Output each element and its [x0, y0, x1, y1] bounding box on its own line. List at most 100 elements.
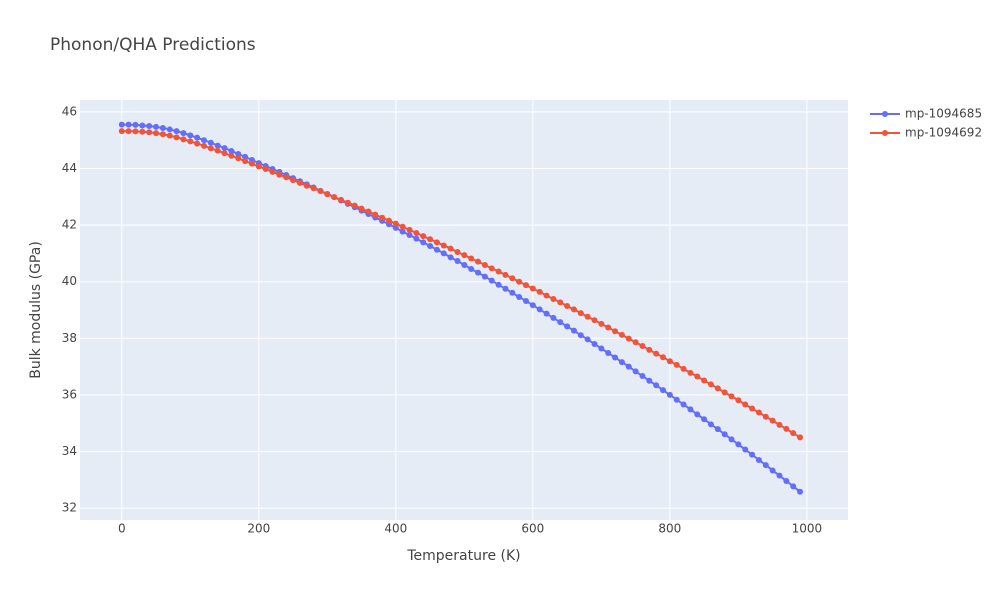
data-point [550, 295, 557, 302]
data-point [488, 277, 495, 284]
data-point [557, 319, 564, 326]
data-point [392, 220, 399, 227]
data-point [235, 155, 242, 162]
data-point [721, 431, 728, 438]
data-point [769, 467, 776, 474]
data-point [776, 472, 783, 479]
data-point [735, 397, 742, 404]
data-point [399, 228, 406, 235]
data-point [235, 151, 242, 158]
data-point [187, 138, 194, 145]
data-point [605, 324, 612, 331]
data-point [194, 134, 201, 141]
y-tick-label: 40 [62, 274, 77, 288]
data-point [385, 217, 392, 224]
series-line [121, 123, 801, 493]
data-point [591, 340, 598, 347]
data-point [242, 158, 249, 165]
data-point [790, 483, 797, 490]
y-tick-label: 34 [62, 444, 77, 458]
data-point [221, 145, 228, 152]
x-tick-label: 600 [521, 522, 544, 536]
data-point [461, 252, 468, 259]
data-point [625, 335, 632, 342]
data-point [118, 128, 125, 135]
data-point [612, 328, 619, 335]
data-point [735, 441, 742, 448]
x-tick-label: 0 [118, 522, 126, 536]
series-layer [118, 121, 804, 495]
data-point [214, 147, 221, 154]
data-point [769, 417, 776, 424]
data-point [468, 255, 475, 262]
data-point [797, 434, 804, 441]
data-point [194, 140, 201, 147]
data-point [502, 271, 509, 278]
data-point [714, 426, 721, 433]
data-point [379, 214, 386, 221]
data-point [290, 177, 297, 184]
data-point [653, 350, 660, 357]
data-point [166, 132, 173, 139]
legend-marker [882, 111, 888, 117]
data-point [214, 142, 221, 149]
data-point [296, 179, 303, 186]
chart-title: Phonon/QHA Predictions [50, 35, 256, 55]
data-point [666, 358, 673, 365]
data-point [673, 396, 680, 403]
data-point [632, 339, 639, 346]
data-point [591, 317, 598, 324]
data-point [570, 327, 577, 334]
data-point [338, 196, 345, 203]
data-point [283, 174, 290, 181]
data-point [776, 421, 783, 428]
data-point [242, 153, 249, 160]
data-point [577, 332, 584, 339]
data-point [447, 245, 454, 252]
data-point [564, 303, 571, 310]
data-point [577, 310, 584, 317]
data-point [742, 401, 749, 408]
data-point [673, 361, 680, 368]
data-point [406, 232, 413, 238]
data-point [146, 123, 153, 130]
data-point [714, 385, 721, 392]
data-point [728, 436, 735, 443]
data-point [598, 320, 605, 327]
data-point [632, 368, 639, 375]
legend-label: mp-1094685 [905, 107, 982, 121]
data-point [584, 313, 591, 320]
data-point [687, 406, 694, 413]
data-point [440, 242, 447, 249]
data-point [639, 372, 646, 379]
legend: mp-1094685 mp-1094692 [870, 107, 982, 140]
data-point [694, 373, 701, 380]
data-point [228, 152, 235, 159]
data-point [159, 131, 166, 138]
data-point [721, 389, 728, 396]
data-point [454, 258, 461, 265]
data-point [783, 425, 790, 432]
data-point [262, 166, 269, 173]
grid [80, 100, 848, 520]
data-point [509, 275, 516, 282]
data-point [707, 381, 714, 388]
x-tick-label: 200 [247, 522, 270, 536]
data-point [666, 391, 673, 398]
data-point [598, 345, 605, 352]
data-point [707, 421, 714, 428]
data-point [570, 306, 577, 313]
data-point [447, 254, 454, 261]
data-point [413, 230, 420, 237]
data-point [516, 278, 523, 285]
data-point [475, 269, 482, 276]
data-point [529, 285, 536, 292]
data-point [248, 160, 255, 167]
data-point [618, 331, 625, 338]
data-point [481, 273, 488, 280]
data-point [543, 292, 550, 299]
data-point [303, 182, 310, 189]
y-tick-label: 44 [62, 161, 77, 175]
data-point [358, 205, 365, 212]
data-point [762, 462, 769, 469]
